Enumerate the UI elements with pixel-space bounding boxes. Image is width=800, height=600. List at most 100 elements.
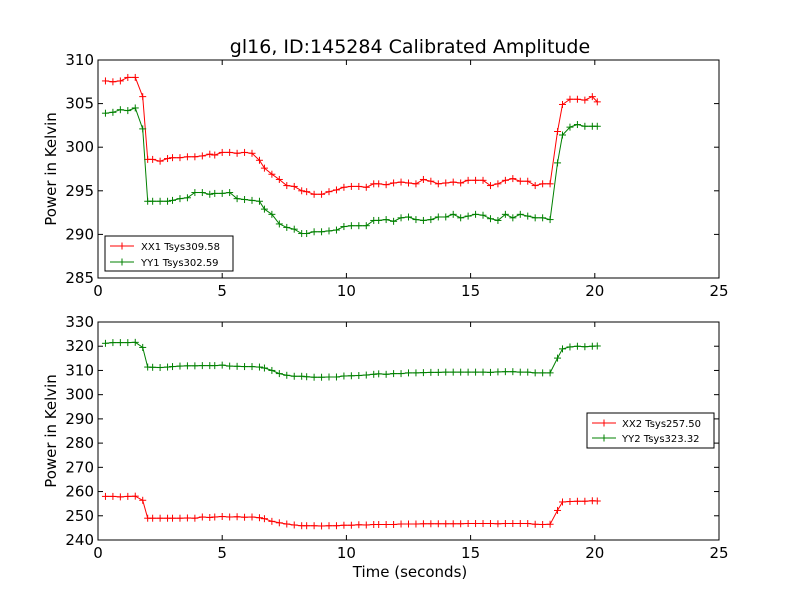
bot-series-1-point (566, 343, 574, 351)
bot-x-tick-label: 25 (709, 544, 728, 562)
top-series-0-point (427, 177, 435, 185)
top-series-1-point (198, 189, 206, 197)
top-x-tick-label: 15 (461, 282, 480, 300)
bot-series-1-point (494, 368, 502, 376)
bot-series-0-point (464, 520, 472, 528)
bot-series-1-point (318, 373, 326, 381)
bot-series-0-point (149, 514, 157, 522)
bottom-y-axis-label: Power in Kelvin (42, 374, 60, 488)
top-series-1-point (275, 220, 283, 228)
bot-series-0-point (472, 520, 480, 528)
top-y-axis-label: Power in Kelvin (42, 112, 60, 226)
bot-series-0-point (131, 492, 139, 500)
top-series-0-point (464, 176, 472, 184)
top-series-1-point (531, 214, 539, 222)
bot-series-0-point (554, 506, 562, 514)
top-series-1-point (546, 216, 554, 224)
top-series-1-point (310, 228, 318, 236)
top-series-1-point (290, 225, 298, 233)
bot-series-1-point (427, 368, 435, 376)
bot-series-0-point (375, 520, 383, 528)
bot-series-1-point (362, 371, 370, 379)
top-series-0-point (524, 177, 532, 185)
top-ticks-group: 0 5 10 15 20 25 285 290 295 300 305 310 (65, 51, 728, 300)
bot-series-0-point (275, 519, 283, 527)
top-series-0-point (169, 154, 177, 162)
top-series-1-point (375, 216, 383, 224)
top-series-0-point (566, 95, 574, 103)
top-series-1-point (479, 211, 487, 219)
bot-series-1-point (412, 369, 420, 377)
bot-series-0-point (139, 496, 147, 504)
bot-series-1-point (241, 363, 249, 371)
bot-series-0-point (290, 521, 298, 529)
bot-series-1-point (554, 354, 562, 362)
bot-series-0-point (397, 520, 405, 528)
bot-series-1-point (218, 361, 226, 369)
bot-series-0-point (116, 493, 124, 501)
bot-series-0-point (539, 520, 547, 528)
bot-series-1-point (183, 362, 191, 370)
bot-series-1-point (501, 368, 509, 376)
top-series-1-point (457, 214, 465, 222)
top-series-0-point (255, 156, 263, 164)
top-series-1-point (248, 196, 256, 204)
top-series-0-point (546, 180, 554, 188)
top-series-1-point (494, 216, 502, 224)
top-y-tick-label: 285 (65, 269, 94, 287)
top-series-1-point (464, 212, 472, 220)
top-series-1-point (390, 217, 398, 225)
top-series-0-point (298, 187, 306, 195)
bot-series-0-point (382, 520, 390, 528)
bot-series-0-point (419, 520, 427, 528)
bot-series-0-point (412, 520, 420, 528)
top-series-1-point (501, 210, 509, 218)
top-series-0-point (248, 149, 256, 157)
bot-series-1-point (116, 339, 124, 347)
bot-series-1-point (325, 373, 333, 381)
top-series-1-point (241, 196, 249, 204)
top-series-0-point (164, 155, 172, 163)
top-series-0-point (275, 175, 283, 183)
bot-series-0-point (124, 492, 132, 500)
bottom-series-group (101, 338, 601, 530)
bottom-legend-entry-yy2: YY2 Tsys323.32 (592, 434, 700, 445)
top-series-0-point (206, 150, 214, 158)
top-series-0-point (183, 153, 191, 161)
top-series-0-point (449, 178, 457, 186)
top-y-tick-label: 305 (65, 95, 94, 113)
top-series-1-point (554, 159, 562, 167)
top-series-0-point (332, 186, 340, 194)
bot-series-0-point (531, 520, 539, 528)
top-series-0-point (382, 181, 390, 189)
bot-series-0-point (176, 514, 184, 522)
top-series-1-point (427, 216, 435, 224)
bot-series-1-point (375, 370, 383, 378)
top-series-1-point (340, 223, 348, 231)
bot-series-1-point (397, 370, 405, 378)
bot-series-1-point (464, 368, 472, 376)
top-y-tick-label: 295 (65, 182, 94, 200)
top-series-0-point (405, 179, 412, 187)
bot-series-0-point (101, 492, 109, 500)
top-series-0-point (442, 179, 450, 187)
bot-series-0-point (198, 513, 206, 521)
top-series-1-point (347, 222, 355, 230)
bot-series-0-point (169, 514, 177, 522)
top-legend-box (104, 235, 234, 272)
top-series-0-point (139, 93, 147, 101)
top-series-1-point (362, 222, 370, 230)
top-x-tick-label: 0 (93, 282, 103, 300)
bot-series-0-point (347, 521, 355, 529)
bot-series-0-point (581, 497, 589, 505)
bot-series-1-point (486, 368, 494, 376)
bot-series-1-point (390, 370, 398, 378)
top-series-0-point (539, 180, 547, 188)
bot-x-tick-label: 0 (93, 544, 103, 562)
top-series-0-point (156, 157, 164, 165)
top-x-tick-label: 10 (337, 282, 356, 300)
bot-series-1-point (211, 362, 219, 370)
top-series-1-point (419, 216, 427, 224)
top-series-0-point (176, 154, 184, 162)
bottom-legend-entry-xx2: XX2 Tsys257.50 (592, 419, 701, 430)
